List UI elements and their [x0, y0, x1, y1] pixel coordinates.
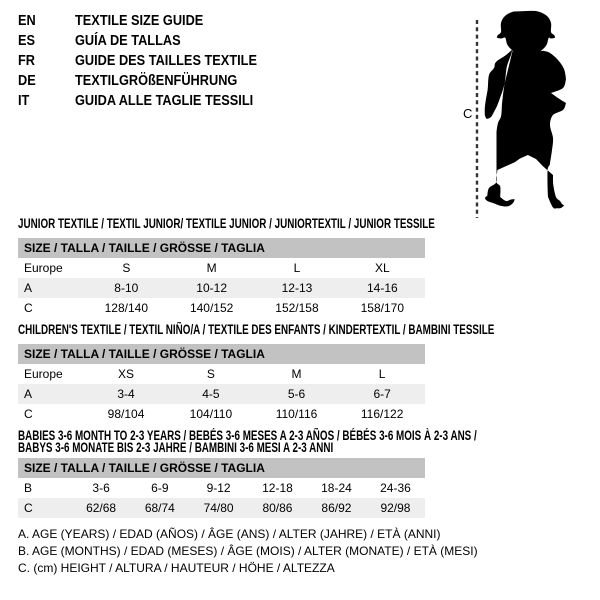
svg-text:C: C	[463, 106, 472, 121]
